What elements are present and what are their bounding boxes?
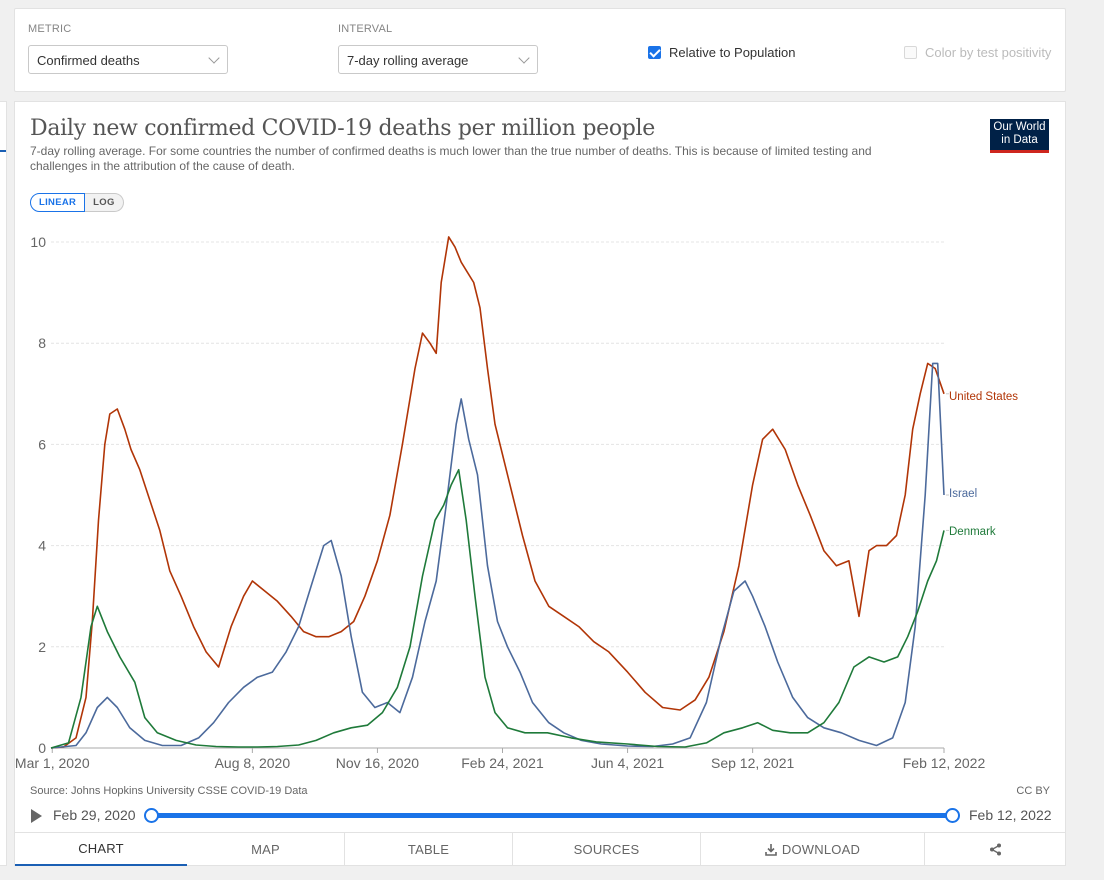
timeline-end-handle[interactable] [945,808,960,823]
logo-line-1: Our World [993,121,1046,133]
checkbox-unchecked-icon[interactable] [904,46,917,59]
tab-table-label: TABLE [407,842,450,857]
chart-subtitle: 7-day rolling average. For some countrie… [30,144,872,173]
chart-gridlines: 0 2 4 6 8 10 [30,234,944,756]
tab-map-label: MAP [251,842,280,857]
tab-download[interactable]: DOWNLOAD [701,833,925,866]
chevron-down-icon [208,52,220,64]
chart-title: Daily new confirmed COVID-19 deaths per … [30,116,656,141]
interval-select[interactable]: 7-day rolling average [338,45,538,74]
chart-panel: Daily new confirmed COVID-19 deaths per … [14,101,1066,866]
x-tick-label: Jun 4, 2021 [591,755,664,771]
metric-label: METRIC [28,23,72,35]
x-tick-label: Feb 12, 2022 [903,755,986,771]
interval-select-value: 7-day rolling average [347,53,469,68]
y-tick-label: 6 [38,436,46,452]
x-tick-label: Mar 1, 2020 [15,755,90,771]
tab-sources-label: SOURCES [573,842,640,857]
log-scale-button[interactable]: LOG [85,193,124,212]
chart-series [50,236,945,749]
tab-download-label: DOWNLOAD [781,842,861,857]
x-tick-label: Nov 16, 2020 [336,755,419,771]
checkbox-checked-icon[interactable] [648,46,661,59]
series-label-united-states[interactable]: United States [949,391,1018,403]
chart-tabs: CHART MAP TABLE SOURCES DOWNLOAD [15,832,1065,866]
series-line-united-states[interactable] [50,236,945,749]
y-tick-label: 2 [38,639,46,655]
y-tick-label: 4 [38,538,46,554]
series-label-israel[interactable]: Israel [949,488,977,500]
download-icon [765,843,777,856]
color-by-test-positivity-label: Color by test positivity [925,45,1052,60]
metric-select-value: Confirmed deaths [37,53,140,68]
play-icon[interactable] [31,809,42,823]
series-labels: United States Israel Denmark [946,391,1018,538]
tab-share[interactable] [925,833,1065,866]
y-tick-label: 8 [38,335,46,351]
relative-to-population-label: Relative to Population [669,45,796,60]
sidebar-edge [0,101,7,866]
metric-select[interactable]: Confirmed deaths [28,45,228,74]
x-tick-label: Aug 8, 2020 [215,755,291,771]
logo-line-2: in Data [1001,133,1038,146]
chart-source: Source: Johns Hopkins University CSSE CO… [30,785,308,797]
sidebar-marker [0,150,6,152]
scale-toggle: LINEAR LOG [30,193,124,212]
tab-map[interactable]: MAP [187,833,345,866]
line-chart: 0 2 4 6 8 10 Mar 1, 2020 Aug 8, 2020 Nov 16, 20… [15,234,1018,771]
timeline-track[interactable] [151,813,953,818]
y-tick-label: 10 [30,234,46,250]
our-world-in-data-logo[interactable]: Our World in Data [990,119,1049,153]
series-line-denmark[interactable] [50,468,945,749]
series-line-israel[interactable] [50,362,945,749]
x-tick-label: Sep 12, 2021 [711,755,795,771]
relative-to-population-checkbox[interactable]: Relative to Population [648,45,795,60]
y-tick-label: 0 [38,740,46,756]
license-link[interactable]: CC BY [1016,785,1050,797]
tab-chart-label: CHART [78,841,124,856]
interval-label: INTERVAL [338,23,393,35]
tab-chart[interactable]: CHART [15,833,187,866]
x-tick-label: Feb 24, 2021 [461,755,544,771]
share-icon [989,843,1001,856]
tab-sources[interactable]: SOURCES [513,833,701,866]
chevron-down-icon [518,52,530,64]
chart-controls: METRIC Confirmed deaths INTERVAL 7-day r… [14,8,1066,92]
linear-scale-button[interactable]: LINEAR [30,193,86,212]
tab-table[interactable]: TABLE [345,833,513,866]
color-by-test-positivity-checkbox[interactable]: Color by test positivity [904,45,1051,60]
timeline-start-date: Feb 29, 2020 [53,807,136,823]
timeline-start-handle[interactable] [144,808,159,823]
timeline-end-date: Feb 12, 2022 [969,807,1052,823]
series-label-denmark[interactable]: Denmark [949,526,996,538]
x-axis: Mar 1, 2020 Aug 8, 2020 Nov 16, 2020 Feb 24… [15,748,985,771]
